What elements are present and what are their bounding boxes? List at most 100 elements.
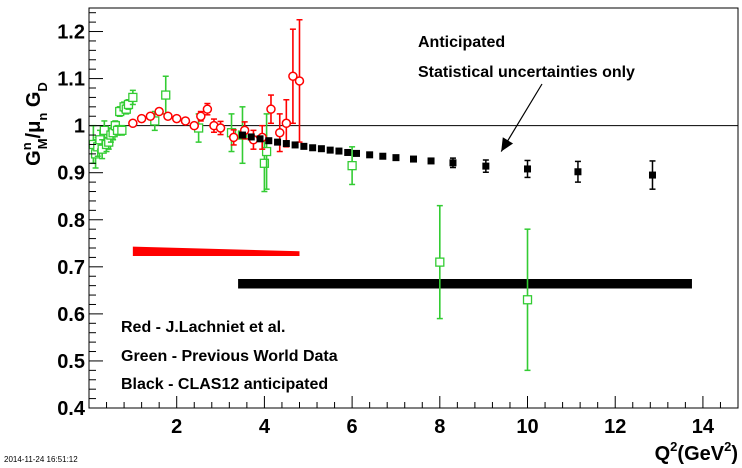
x-tick-label: 2 [171, 416, 182, 438]
marker-filled-square [574, 168, 582, 176]
x-tick-label: 10 [516, 416, 538, 438]
data-point [347, 146, 357, 186]
x-tick-label: 8 [434, 416, 445, 438]
timestamp: 2014-11-24 16:51:12 [4, 455, 78, 464]
data-point [282, 140, 290, 148]
data-point [300, 142, 308, 150]
data-point [128, 89, 138, 106]
y-tick-label: 0.6 [57, 304, 85, 326]
data-point [317, 145, 325, 153]
data-point [161, 75, 171, 115]
marker-square [161, 90, 171, 100]
data-point [352, 149, 360, 157]
data-point [128, 118, 138, 129]
data-point [136, 113, 147, 124]
marker-square [347, 160, 357, 171]
marker-filled-square [410, 155, 417, 163]
series-filled-square [238, 131, 656, 190]
data-point [265, 137, 273, 145]
data-point [247, 133, 255, 141]
data-point [256, 135, 264, 143]
data-point [366, 151, 374, 159]
data-point [215, 120, 226, 136]
marker-filled-square [326, 146, 334, 154]
marker-filled-square [335, 147, 343, 155]
data-point [522, 228, 533, 372]
legend-black: Black - CLAS12 anticipated [121, 376, 328, 393]
marker-filled-square [238, 131, 246, 139]
data-point [288, 28, 298, 125]
marker-circle [275, 127, 285, 138]
data-point [189, 120, 199, 131]
y-tick-label: 0.8 [57, 210, 85, 232]
data-point [238, 131, 246, 139]
y-tick-label: 0.9 [57, 163, 85, 185]
marker-square [99, 125, 109, 136]
annotation-arrow [500, 83, 543, 152]
marker-circle [180, 116, 191, 126]
data-point [291, 141, 299, 149]
data-point [275, 113, 285, 153]
annotation-line2: Statistical uncertainties only [418, 64, 635, 81]
marker-filled-square [300, 142, 308, 150]
marker-circle [281, 118, 292, 129]
data-point [574, 160, 582, 183]
data-point [524, 159, 532, 179]
data-point [117, 124, 127, 136]
marker-filled-square [449, 159, 457, 167]
data-point [145, 111, 156, 121]
marker-circle [128, 118, 138, 129]
x-tick-label: 4 [259, 416, 271, 438]
marker-square [522, 295, 533, 305]
data-point [163, 111, 173, 121]
data-point [449, 157, 457, 169]
data-point [410, 155, 417, 163]
marker-filled-square [379, 152, 387, 160]
data-point [261, 113, 272, 190]
marker-circle [202, 104, 213, 114]
data-point [392, 154, 400, 162]
x-tick-label: 14 [692, 416, 715, 438]
marker-filled-square [317, 145, 325, 153]
x-axis-label: Q2(GeV2) [655, 439, 738, 465]
data-point [379, 152, 387, 160]
data-point [228, 129, 239, 146]
marker-square [128, 92, 138, 103]
marker-filled-square [366, 151, 374, 159]
black-systematic-band [238, 279, 692, 289]
marker-circle [154, 106, 164, 117]
marker-filled-square [265, 137, 273, 145]
marker-filled-square [291, 141, 299, 149]
marker-filled-square [427, 157, 435, 165]
data-point [344, 148, 352, 156]
marker-filled-square [309, 144, 317, 152]
y-tick-label: 1.2 [57, 22, 85, 44]
marker-square [435, 257, 445, 267]
y-axis-label: GnM/μn GD [19, 82, 50, 166]
marker-filled-square [282, 140, 290, 148]
arrow-shaft [500, 83, 543, 152]
marker-square [117, 125, 127, 136]
marker-circle [136, 113, 147, 124]
marker-filled-square [524, 165, 532, 173]
data-point [180, 116, 191, 126]
marker-filled-square [256, 135, 264, 143]
marker-square [261, 146, 272, 157]
marker-filled-square [392, 154, 400, 162]
data-point [202, 102, 213, 116]
data-point [482, 159, 490, 173]
data-point [266, 94, 276, 125]
data-point [648, 160, 656, 190]
data-point [196, 110, 206, 122]
marker-circle [294, 76, 305, 86]
marker-circle [228, 132, 239, 143]
arrow-head [501, 137, 514, 152]
y-axis-ticks: 0.4 0.5 0.6 0.7 0.8 0.9 1 1.1 1.2 [57, 12, 103, 420]
legend-green: Green - Previous World Data [121, 348, 338, 365]
data-point [274, 138, 282, 146]
data-point [309, 144, 317, 152]
svg-text:GnM/μn GD: GnM/μn GD [19, 82, 50, 166]
legend-red: Red - J.Lachniet et al. [121, 319, 285, 336]
data-point [294, 19, 305, 143]
